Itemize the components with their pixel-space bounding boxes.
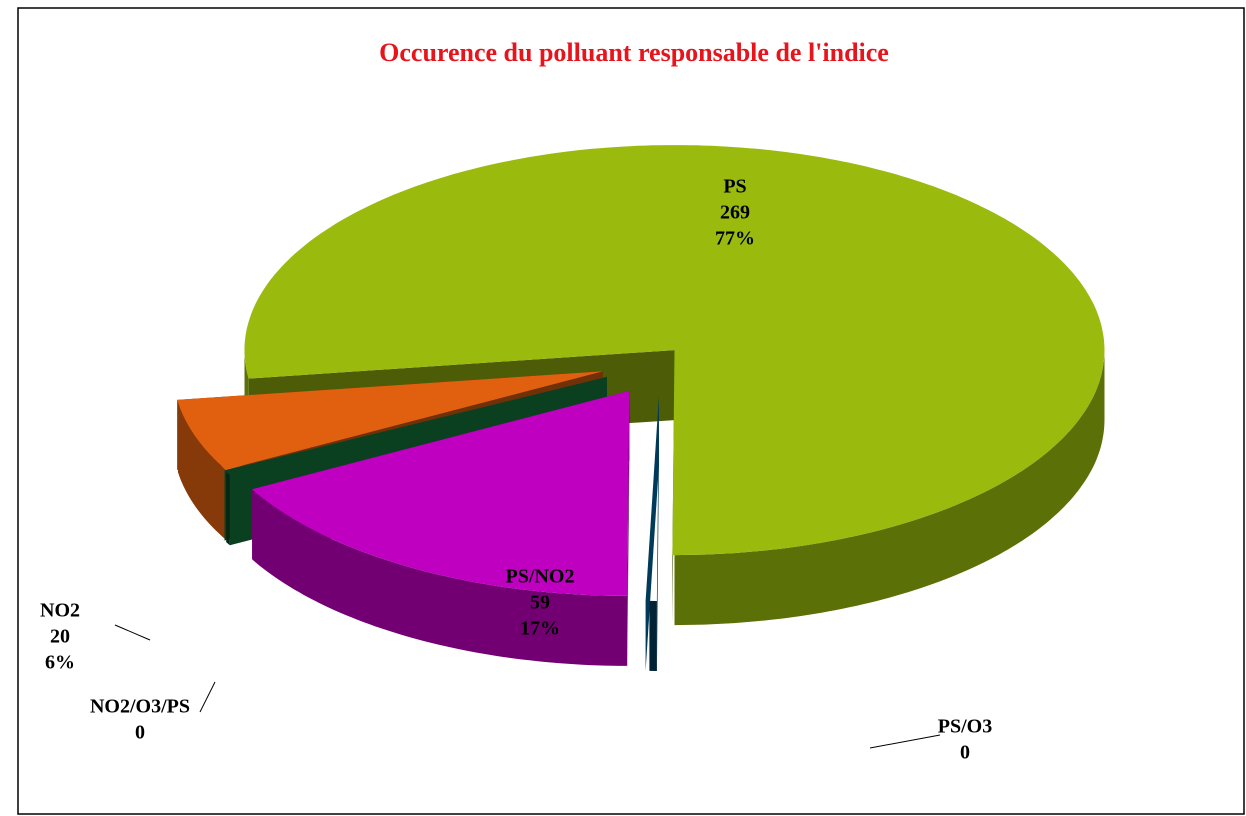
leader-line	[869, 734, 941, 749]
leader-line	[199, 681, 216, 713]
data-label-value: 59	[530, 592, 550, 614]
data-label-name: PS/O3	[938, 716, 992, 738]
slice-top	[252, 390, 630, 596]
data-label-value: 0	[135, 722, 145, 744]
data-label-name: NO2	[40, 600, 80, 622]
data-label-value: 269	[720, 202, 750, 224]
data-label-percent: 6%	[45, 652, 75, 674]
slice-side	[178, 402, 226, 540]
chart-title: Occurence du polluant responsable de l'i…	[379, 38, 889, 67]
data-label-percent: 77%	[715, 228, 755, 250]
data-label-percent: 17%	[520, 618, 560, 640]
data-label-name: NO2/O3/PS	[90, 696, 190, 718]
slice-top	[244, 145, 1105, 556]
data-label-name: PS	[723, 176, 746, 198]
data-label-value: 0	[960, 742, 970, 764]
slice-side	[252, 489, 628, 666]
data-label-name: PS/NO2	[506, 566, 575, 588]
data-label-value: 20	[50, 626, 70, 648]
slice-top	[177, 371, 603, 470]
slice	[645, 396, 659, 671]
leader-line	[114, 624, 151, 641]
slice-wall	[645, 396, 659, 671]
slice-side	[674, 350, 1105, 626]
slice	[252, 390, 630, 666]
slice-side	[649, 600, 657, 671]
slice-side	[226, 472, 230, 546]
